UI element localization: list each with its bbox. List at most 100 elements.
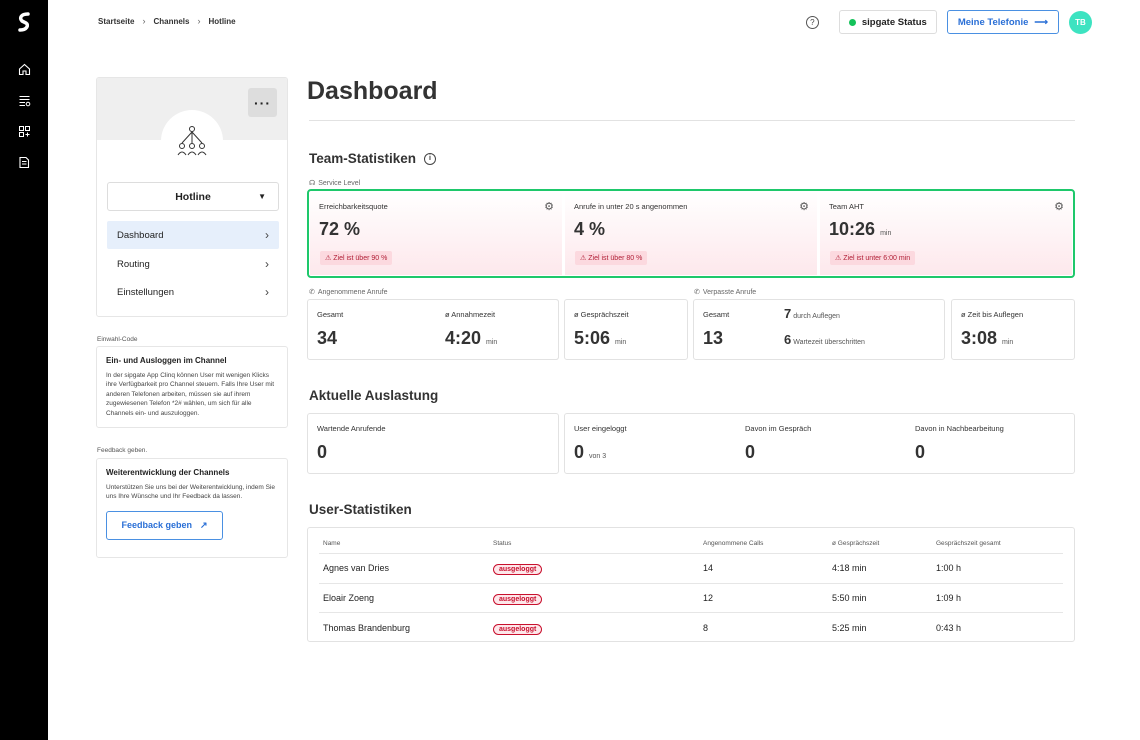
stat-value: 0 xyxy=(745,442,756,462)
value-unit: min xyxy=(1002,339,1014,346)
cell-name: Thomas Brandenburg xyxy=(323,622,411,633)
value-text: 0 xyxy=(574,442,585,462)
load-heading: Aktuelle Auslastung xyxy=(309,388,439,403)
cell-total-talk: 1:09 h xyxy=(936,592,962,603)
status-dot-icon xyxy=(848,18,856,26)
table-header: Name Status Angenommene Calls ø Gespräch… xyxy=(319,528,1063,554)
meine-telefonie-button[interactable]: Meine Telefonie ⟶ xyxy=(946,10,1059,34)
card-value: 10:26 min xyxy=(829,219,1063,240)
status-button[interactable]: sipgate Status xyxy=(838,10,937,34)
cell-avg-talk: 5:25 min xyxy=(832,622,867,633)
nav-item-einstellungen[interactable]: Einstellungen › xyxy=(107,278,279,306)
stat-value: 34 xyxy=(317,328,338,348)
value-text: 4:20 xyxy=(445,328,482,348)
stat-value: 0 xyxy=(317,442,328,462)
channel-name: Hotline xyxy=(175,190,211,203)
table-row[interactable]: Eloair Zoeng ausgeloggt 12 5:50 min 1:09… xyxy=(319,584,1063,613)
user-stats-heading: User-Statistiken xyxy=(309,502,412,517)
warn-text: Ziel ist über 80 % xyxy=(588,255,643,262)
goal-warning: ⚠ Ziel ist unter 6:00 min xyxy=(830,251,916,265)
value-unit: min xyxy=(486,339,498,346)
gear-icon[interactable]: ⚙ xyxy=(799,201,809,213)
channel-select[interactable]: Hotline ▼ xyxy=(107,182,279,211)
list-icon[interactable] xyxy=(16,92,32,108)
gear-icon[interactable]: ⚙ xyxy=(544,201,554,213)
stat-title: Davon im Gespräch xyxy=(745,424,812,433)
nav-item-routing[interactable]: Routing › xyxy=(107,250,279,278)
phone-icon: ✆ xyxy=(309,289,315,296)
wait-label: Wartezeit überschritten xyxy=(793,339,865,346)
chevron-right-icon: › xyxy=(197,16,201,26)
card-value: 72 % xyxy=(319,219,553,240)
avatar[interactable]: TB xyxy=(1069,10,1092,34)
einwahl-section-label: Einwahl-Code xyxy=(97,336,138,343)
breadcrumb-hotline[interactable]: Hotline xyxy=(208,16,236,26)
info-icon[interactable]: i xyxy=(424,152,437,165)
cell-total-talk: 1:00 h xyxy=(936,563,962,574)
status-badge: ausgeloggt xyxy=(493,623,543,635)
feedback-title: Weiterentwicklung der Channels xyxy=(106,468,230,477)
breadcrumb-startseite[interactable]: Startseite xyxy=(98,16,135,26)
stat-waiting: Wartende Anrufende 0 xyxy=(307,413,559,474)
warn-text: Ziel ist unter 6:00 min xyxy=(843,255,911,262)
stat-value: 0 von 3 xyxy=(574,442,1065,463)
chevron-right-icon: › xyxy=(142,16,146,26)
card-value: 4 % xyxy=(574,219,808,240)
apps-icon[interactable] xyxy=(16,123,32,139)
home-icon[interactable] xyxy=(16,61,32,77)
service-level-card: Anrufe in unter 20 s angenommen 4 % ⚙ ⚠ … xyxy=(565,192,817,275)
nav-label: Routing xyxy=(117,258,150,270)
nav-label: Einstellungen xyxy=(117,286,175,298)
app-sidebar xyxy=(0,0,48,740)
missed-calls-label: ✆ Verpasste Anrufe xyxy=(694,288,757,297)
divider xyxy=(309,120,1075,121)
breadcrumb-channels[interactable]: Channels xyxy=(153,16,190,26)
feedback-button[interactable]: Feedback geben ↗ xyxy=(106,510,223,540)
card-title: Erreichbarkeitsquote xyxy=(319,202,388,211)
value-text: 4 % xyxy=(574,219,606,239)
card-title: Anrufe in unter 20 s angenommen xyxy=(574,202,688,211)
service-level-card: Erreichbarkeitsquote 72 % ⚙ ⚠ Ziel ist ü… xyxy=(310,192,562,275)
chevron-right-icon: › xyxy=(265,257,269,271)
table-row[interactable]: Thomas Brandenburg ausgeloggt 8 5:25 min… xyxy=(319,613,1063,643)
stat-title: Gesamt xyxy=(317,310,344,319)
cell-status: ausgeloggt xyxy=(493,563,703,576)
stat-title: Davon in Nachbearbeitung xyxy=(915,424,1004,433)
nav-label: Dashboard xyxy=(117,229,164,241)
einwahl-box: Ein- und Ausloggen im Channel In der sip… xyxy=(96,346,288,428)
stat-title: Wartende Anrufende xyxy=(317,424,386,433)
einwahl-text: In der sipgate App Clinq können User mit… xyxy=(106,372,274,417)
value-unit: min xyxy=(880,230,892,237)
goal-warning: ⚠ Ziel ist über 80 % xyxy=(575,251,648,265)
cell-calls: 14 xyxy=(703,563,714,574)
gear-icon[interactable]: ⚙ xyxy=(1054,201,1064,213)
cell-status: ausgeloggt xyxy=(493,623,703,635)
stat-title: ø Zeit bis Auflegen xyxy=(961,310,1024,319)
sipgate-logo-icon[interactable] xyxy=(15,12,33,32)
stat-title: Gesamt xyxy=(703,310,730,319)
cell-avg-talk: 4:18 min xyxy=(832,563,867,574)
nav-item-dashboard[interactable]: Dashboard › xyxy=(107,221,279,249)
stat-post: Davon in Nachbearbeitung 0 xyxy=(915,424,1004,463)
page-title: Dashboard xyxy=(307,77,438,105)
chevron-right-icon: › xyxy=(265,228,269,242)
missed-hangup: 7 durch Auflegen xyxy=(784,306,840,321)
missed-label-text: Verpasste Anrufe xyxy=(702,288,757,296)
feedback-section-label: Feedback geben. xyxy=(97,447,148,454)
value-text: 3:08 xyxy=(961,328,998,348)
feedback-text: Unterstützen Sie uns bei der Weiterentwi… xyxy=(106,484,275,501)
table-row[interactable]: Agnes van Dries ausgeloggt 14 4:18 min 1… xyxy=(319,554,1063,584)
accepted-calls-label: ✆ Angenommene Anrufe xyxy=(309,288,388,297)
more-options-icon[interactable]: ··· xyxy=(248,88,277,117)
status-label: sipgate Status xyxy=(861,16,927,28)
help-icon[interactable]: ? xyxy=(805,15,819,29)
hangup-label: durch Auflegen xyxy=(793,313,840,320)
value-unit: min xyxy=(615,339,627,346)
accepted-label-text: Angenommene Anrufe xyxy=(317,288,388,296)
col-header: Name xyxy=(323,540,341,547)
wait-count: 6 xyxy=(784,332,792,347)
document-icon[interactable] xyxy=(16,154,32,170)
einwahl-title: Ein- und Ausloggen im Channel xyxy=(106,356,227,365)
feedback-button-label: Feedback geben xyxy=(121,520,192,531)
col-header: Angenommene Calls xyxy=(703,540,764,547)
